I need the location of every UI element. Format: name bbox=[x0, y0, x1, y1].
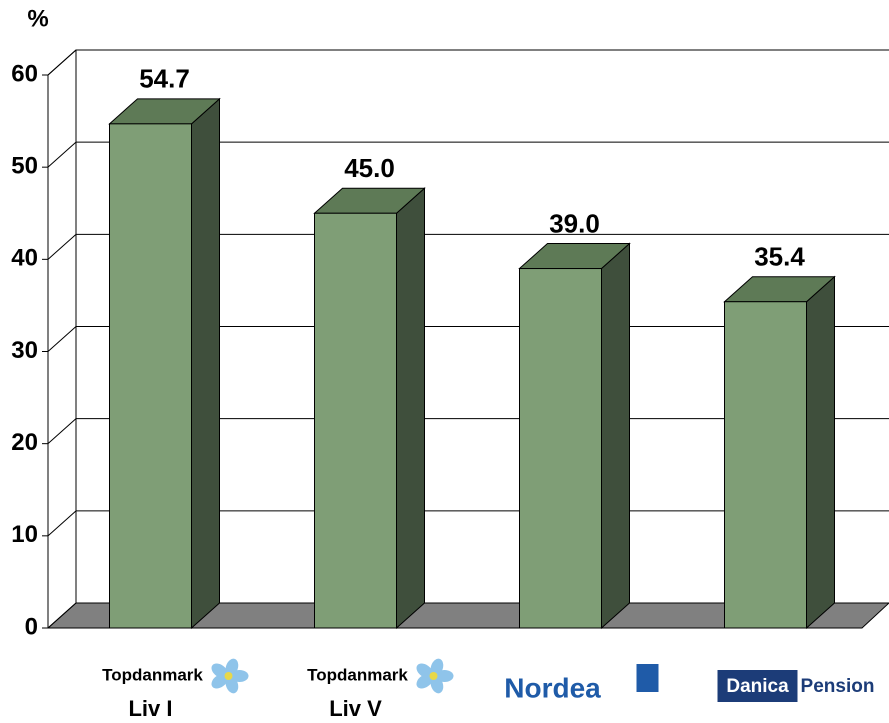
y-tick-label: 40 bbox=[11, 245, 38, 272]
bar bbox=[518, 242, 631, 630]
logo-box bbox=[636, 664, 659, 692]
bar-side bbox=[191, 97, 220, 630]
logo-text: Danica bbox=[726, 676, 789, 697]
grid-line-side bbox=[47, 141, 77, 168]
bar-side bbox=[806, 275, 835, 630]
grid-line-side bbox=[47, 326, 77, 352]
bar-front bbox=[519, 268, 602, 629]
logo-flower bbox=[225, 675, 239, 694]
logo-text: Topdanmark bbox=[102, 665, 203, 684]
x-tick-label: Liv I bbox=[128, 696, 172, 721]
y-tick-label: 50 bbox=[11, 153, 38, 180]
grid-line-side bbox=[47, 233, 77, 260]
bar-front bbox=[314, 212, 397, 629]
grid-line-side bbox=[47, 510, 77, 537]
logo-flower bbox=[225, 658, 239, 677]
logo-flower-center bbox=[224, 672, 233, 680]
logo-flower bbox=[211, 663, 228, 678]
logo-flower bbox=[416, 663, 433, 678]
bar-front bbox=[109, 123, 192, 629]
y-tick-label: 10 bbox=[11, 521, 38, 548]
data-label: 54.7 bbox=[139, 64, 190, 94]
logo-flower bbox=[430, 675, 444, 694]
y-tick-label: 0 bbox=[25, 613, 38, 640]
bar bbox=[108, 97, 221, 630]
bar-side bbox=[396, 187, 425, 630]
grid-line-side bbox=[47, 602, 77, 629]
data-label: 39.0 bbox=[549, 208, 600, 238]
bar bbox=[723, 275, 836, 630]
logo-text: Topdanmark bbox=[307, 665, 408, 684]
grid-line-side bbox=[47, 418, 77, 445]
grid-line-side bbox=[47, 49, 77, 76]
logo-flower-center bbox=[429, 672, 438, 680]
logo-box bbox=[717, 670, 798, 702]
bar-front bbox=[724, 301, 807, 629]
data-label: 45.0 bbox=[344, 153, 395, 183]
bar-side bbox=[601, 242, 630, 630]
y-tick-label: 60 bbox=[11, 60, 38, 87]
x-tick-label: Liv V bbox=[329, 696, 382, 721]
logo-text: Nordea bbox=[504, 672, 601, 703]
data-label: 35.4 bbox=[754, 242, 805, 272]
y-tick-label: 20 bbox=[11, 429, 38, 456]
bar bbox=[313, 187, 426, 630]
logo-flower bbox=[430, 658, 444, 677]
y-tick-label: 30 bbox=[11, 337, 38, 364]
logo-text: Pension bbox=[801, 676, 875, 697]
y-axis-label: % bbox=[27, 5, 48, 32]
